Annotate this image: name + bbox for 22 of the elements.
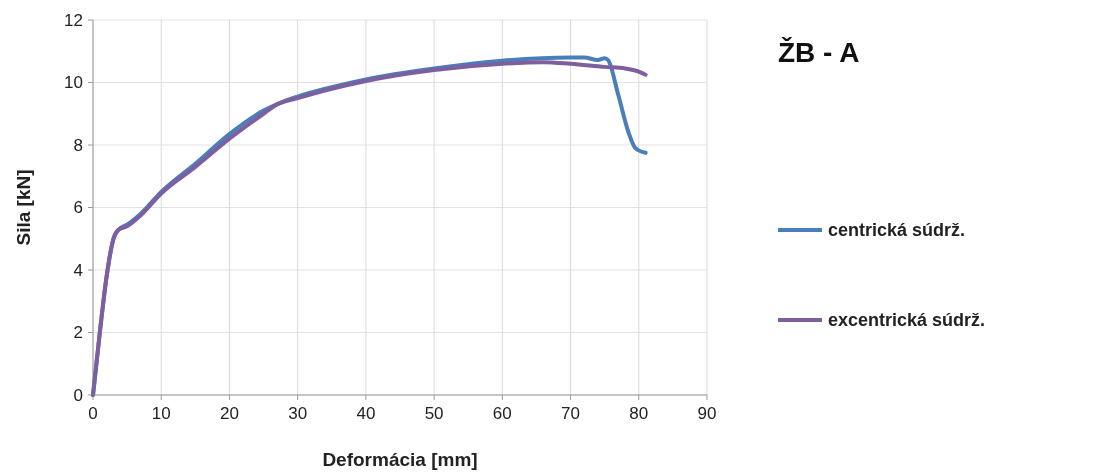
x-axis-title: Deformácia [mm] [322,449,478,470]
y-tick-label: 4 [73,260,83,280]
x-tick-label: 0 [88,404,98,423]
text: ŽB - A [778,37,860,68]
legend-label: excentrická súdrž. [828,310,986,331]
x-tick-label: 40 [356,404,376,423]
y-tick-label: 6 [73,198,83,218]
y-axis-title: Sila [kN] [13,169,34,246]
x-tick-label: 30 [288,404,308,423]
x-tick-label: 50 [424,404,444,423]
y-tick-label: 12 [64,10,83,30]
y-tick-label: 0 [73,385,83,405]
x-tick-label: 10 [151,404,171,423]
y-tick-label: 2 [73,323,83,343]
y-tick-label: 8 [73,135,83,155]
x-tick-label: 90 [697,404,717,423]
y-tick-label: 10 [64,73,83,93]
x-tick-label: 70 [561,404,581,423]
x-tick-label: 60 [492,404,512,423]
legend-label: centrická súdrž. [828,220,966,241]
x-tick-label: 20 [219,404,239,423]
x-tick-label: 80 [629,404,649,423]
